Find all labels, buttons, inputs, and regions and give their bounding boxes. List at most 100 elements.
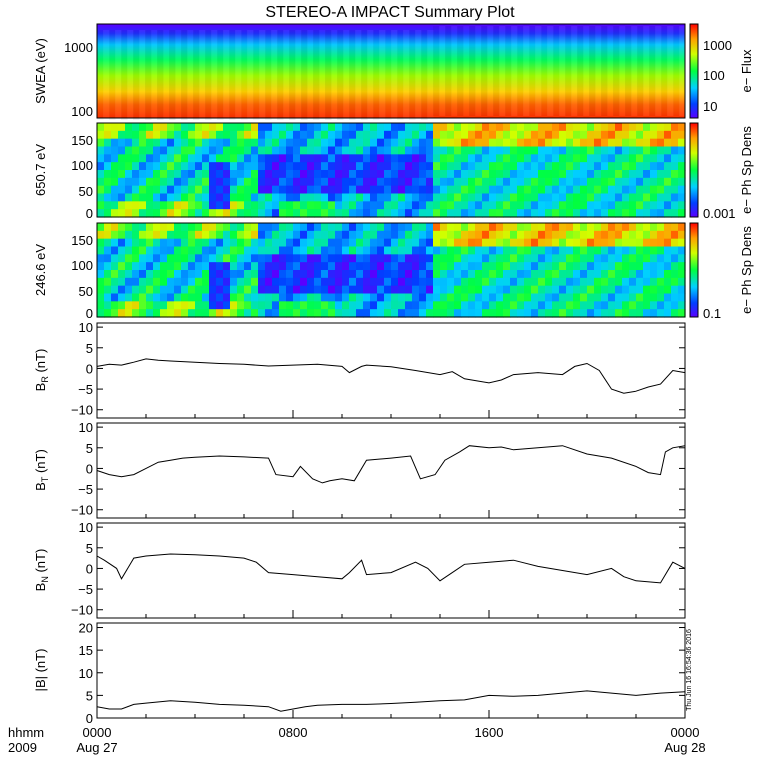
- spectrogram-cell: [363, 201, 371, 210]
- spectrogram-cell: [342, 238, 350, 248]
- br-ytick-label: −10: [71, 403, 93, 418]
- spectrogram-cell: [671, 254, 679, 263]
- spectrogram-cell: [573, 309, 581, 318]
- spectrogram-cell: [230, 285, 238, 295]
- spectrogram-cell: [258, 223, 266, 232]
- spectrogram-cell: [503, 285, 511, 295]
- spectrogram-cell: [272, 185, 280, 195]
- swea-column: [511, 26, 518, 116]
- spectrogram-cell: [342, 170, 350, 179]
- swea-column: [139, 30, 146, 120]
- spectrogram-cell: [405, 285, 413, 295]
- spectrogram-cell: [461, 254, 469, 263]
- spectrogram-cell: [384, 270, 392, 279]
- spectrogram-cell: [132, 123, 140, 132]
- spectrogram-cell: [139, 185, 147, 195]
- spectrogram-cell: [433, 223, 441, 232]
- spectrogram-cell: [307, 170, 315, 179]
- spectrogram-cell: [426, 170, 434, 179]
- swea-cbar-tick-1000: 1000: [703, 38, 732, 53]
- spectrogram-cell: [566, 201, 574, 210]
- spectrogram-cell: [678, 170, 686, 179]
- spectrogram-cell: [573, 285, 581, 295]
- spectrogram-cell: [398, 154, 406, 163]
- br-ytick-label: −5: [78, 382, 93, 397]
- spectrogram-cell: [587, 193, 595, 202]
- spectrogram-cell: [363, 270, 371, 279]
- spectrogram-cell: [300, 246, 308, 255]
- spectrogram-cell: [314, 162, 322, 171]
- spectrogram-cell: [587, 185, 595, 195]
- spectrogram-cell: [440, 262, 448, 271]
- spectrogram-cell: [384, 154, 392, 163]
- spectrogram-cell: [405, 170, 413, 179]
- spectrogram-cell: [622, 130, 630, 140]
- spectrogram-cell: [482, 223, 490, 232]
- spectrogram-cell: [671, 285, 679, 295]
- swea-spectrogram: [97, 24, 685, 118]
- spectrogram-cell: [174, 238, 182, 248]
- spectrogram-cell: [230, 254, 238, 263]
- spectrogram-cell: [566, 309, 574, 318]
- spectrogram-cell: [314, 123, 322, 132]
- spectrogram-cell: [461, 138, 469, 148]
- spectrogram-cell: [608, 185, 616, 195]
- spectrogram-cell: [125, 138, 133, 148]
- spectrogram-cell: [111, 201, 119, 210]
- spectrogram-cell: [587, 238, 595, 248]
- spectrogram-cell: [643, 285, 651, 295]
- spectrogram-cell: [461, 293, 469, 302]
- spectrogram-cell: [622, 146, 630, 155]
- spectrogram-cell: [314, 177, 322, 187]
- spectrogram-cell: [601, 238, 609, 248]
- bmag-ytick-label: 10: [79, 666, 93, 681]
- spectrogram-cell: [279, 301, 287, 310]
- spectrogram-cell: [489, 309, 497, 318]
- spectrogram-cell: [608, 246, 616, 255]
- spectrogram-cell: [650, 230, 658, 240]
- spectrogram-cell: [174, 123, 182, 132]
- spectrogram-cell: [489, 170, 497, 179]
- spectrogram-cell: [440, 246, 448, 255]
- spectrogram-cell: [293, 146, 301, 155]
- spectrogram-cell: [412, 201, 420, 210]
- spectrogram-cell: [293, 309, 301, 318]
- spectrogram-cell: [272, 193, 280, 202]
- spectrogram-cell: [195, 238, 203, 248]
- spectrogram-cell: [622, 309, 630, 318]
- spectrogram-cell: [363, 130, 371, 140]
- spectrogram-cell: [153, 170, 161, 179]
- spectrogram-cell: [405, 262, 413, 271]
- spectrogram-cell: [265, 254, 273, 263]
- spectrogram-cell: [433, 293, 441, 302]
- spectrogram-cell: [475, 285, 483, 295]
- spectrogram-cell: [545, 154, 553, 163]
- spectrogram-cell: [580, 223, 588, 232]
- spectrogram-cell: [405, 154, 413, 163]
- spectrogram-cell: [482, 301, 490, 310]
- spectrogram-cell: [545, 309, 553, 318]
- spectrogram-cell: [629, 209, 637, 218]
- pad246-spectrogram: [97, 223, 686, 318]
- spectrogram-cell: [398, 246, 406, 255]
- spectrogram-cell: [531, 277, 539, 287]
- spectrogram-cell: [258, 277, 266, 287]
- spectrogram-cell: [349, 293, 357, 302]
- spectrogram-cell: [419, 146, 427, 155]
- spectrogram-cell: [426, 177, 434, 187]
- spectrogram-cell: [139, 209, 147, 218]
- spectrogram-cell: [664, 238, 672, 248]
- spectrogram-cell: [132, 162, 140, 171]
- spectrogram-cell: [97, 309, 105, 318]
- spectrogram-cell: [671, 270, 679, 279]
- spectrogram-cell: [447, 262, 455, 271]
- spectrogram-cell: [384, 130, 392, 140]
- spectrogram-cell: [279, 154, 287, 163]
- spectrogram-cell: [426, 201, 434, 210]
- spectrogram-cell: [426, 270, 434, 279]
- spectrogram-cell: [545, 193, 553, 202]
- spectrogram-cell: [104, 209, 112, 218]
- spectrogram-cell: [384, 146, 392, 155]
- spectrogram-cell: [384, 293, 392, 302]
- spectrogram-cell: [503, 277, 511, 287]
